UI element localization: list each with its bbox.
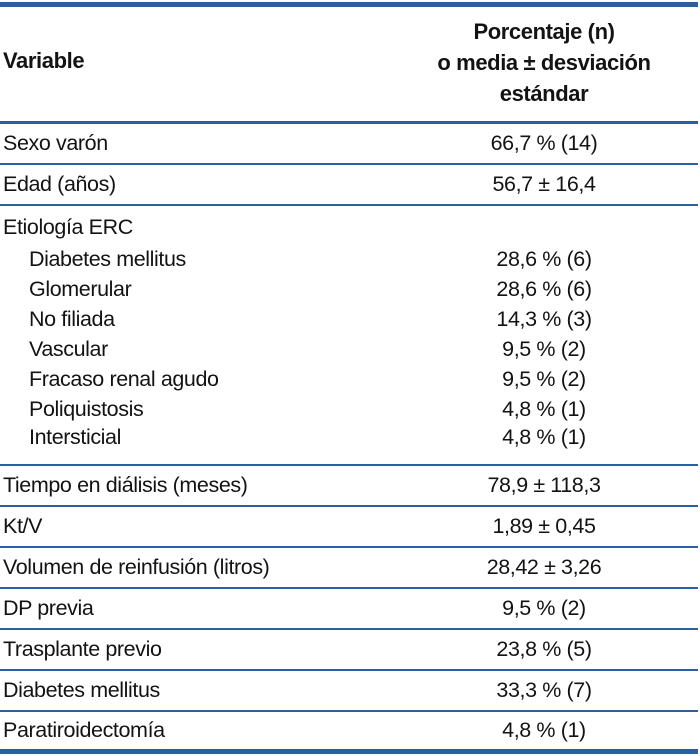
row-label: Volumen de reinfusión (litros) xyxy=(0,545,390,588)
row-value: 9,5 % (2) xyxy=(390,586,698,629)
row-label: Diabetes mellitus xyxy=(29,247,186,271)
table-row-tiempo-en-dialisis: Tiempo en diálisis (meses) 78,9 ± 118,3 xyxy=(0,463,698,506)
table-body: Sexo varón 66,7 % (14) Edad (años) 56,7 … xyxy=(0,121,698,752)
row-value: 66,7 % (14) xyxy=(390,121,698,164)
row-value: 4,8 % (1) xyxy=(502,424,586,449)
row-label: Paratiroidectomía xyxy=(0,709,390,752)
table-row-trasplante-previo: Trasplante previo 23,8 % (5) xyxy=(0,627,698,670)
row-label: Poliquistosis xyxy=(29,397,144,421)
table-row-sexo-varon: Sexo varón 66,7 % (14) xyxy=(0,121,698,164)
header-value-line-2: o media ± desviación xyxy=(437,50,651,75)
table-row-fracaso-renal-agudo: Fracaso renal agudo 9,5 % (2) xyxy=(0,365,698,395)
row-label: Kt/V xyxy=(0,504,390,547)
table-row-etiologia-erc: Etiología ERC xyxy=(0,203,698,245)
row-value: 28,42 ± 3,26 xyxy=(390,545,698,588)
row-value: 56,7 ± 16,4 xyxy=(390,162,698,205)
row-label: Fracaso renal agudo xyxy=(29,367,219,391)
row-label: Vascular xyxy=(29,337,108,361)
row-value: 1,89 ± 0,45 xyxy=(390,504,698,547)
header-value-line-3: estándar xyxy=(499,81,589,106)
table-row-vascular: Vascular 9,5 % (2) xyxy=(0,335,698,365)
row-label: Trasplante previo xyxy=(0,627,390,670)
row-label: Etiología ERC xyxy=(0,203,390,245)
row-value: 23,8 % (5) xyxy=(390,627,698,670)
row-label: Intersticial xyxy=(29,424,121,449)
row-value: 4,8 % (1) xyxy=(390,709,698,752)
row-value: 78,9 ± 118,3 xyxy=(390,463,698,506)
row-value: 9,5 % (2) xyxy=(502,337,586,361)
table-header: Variable Porcentaje (n) o media ± desvia… xyxy=(0,4,698,124)
row-label: DP previa xyxy=(0,586,390,629)
row-value: 28,6 % (6) xyxy=(496,247,592,271)
header-value-line-1: Porcentaje (n) xyxy=(473,19,615,44)
row-value: 9,5 % (2) xyxy=(502,367,586,391)
header-row: Variable Porcentaje (n) o media ± desvia… xyxy=(0,4,698,124)
row-label: Glomerular xyxy=(29,277,132,301)
row-value: 28,6 % (6) xyxy=(496,277,592,301)
header-variable: Variable xyxy=(0,4,390,124)
row-value: 14,3 % (3) xyxy=(496,307,592,331)
row-label: Tiempo en diálisis (meses) xyxy=(0,463,390,506)
row-label: Edad (años) xyxy=(0,162,390,205)
row-value xyxy=(390,203,698,245)
row-label: Sexo varón xyxy=(0,121,390,164)
row-label: Diabetes mellitus xyxy=(0,668,390,711)
row-label: No filiada xyxy=(29,307,115,331)
table-row-dp-previa: DP previa 9,5 % (2) xyxy=(0,586,698,629)
row-value: 33,3 % (7) xyxy=(390,668,698,711)
table-row-poliquistosis: Poliquistosis 4,8 % (1) xyxy=(0,395,698,425)
table-row-glomerular: Glomerular 28,6 % (6) xyxy=(0,275,698,305)
table-row-intersticial: Intersticial 4,8 % (1) xyxy=(0,425,698,465)
table-row-paratiroidectomia: Paratiroidectomía 4,8 % (1) xyxy=(0,709,698,752)
table-row-edad: Edad (años) 56,7 ± 16,4 xyxy=(0,162,698,205)
table-row-diabetes-mellitus-etiologia: Diabetes mellitus 28,6 % (6) xyxy=(0,245,698,275)
row-value: 4,8 % (1) xyxy=(502,397,586,421)
table-row-volumen-reinfusion: Volumen de reinfusión (litros) 28,42 ± 3… xyxy=(0,545,698,588)
table-row-ktv: Kt/V 1,89 ± 0,45 xyxy=(0,504,698,547)
table-row-no-filiada: No filiada 14,3 % (3) xyxy=(0,305,698,335)
header-value: Porcentaje (n) o media ± desviación está… xyxy=(390,4,698,124)
table-row-diabetes-mellitus: Diabetes mellitus 33,3 % (7) xyxy=(0,668,698,711)
